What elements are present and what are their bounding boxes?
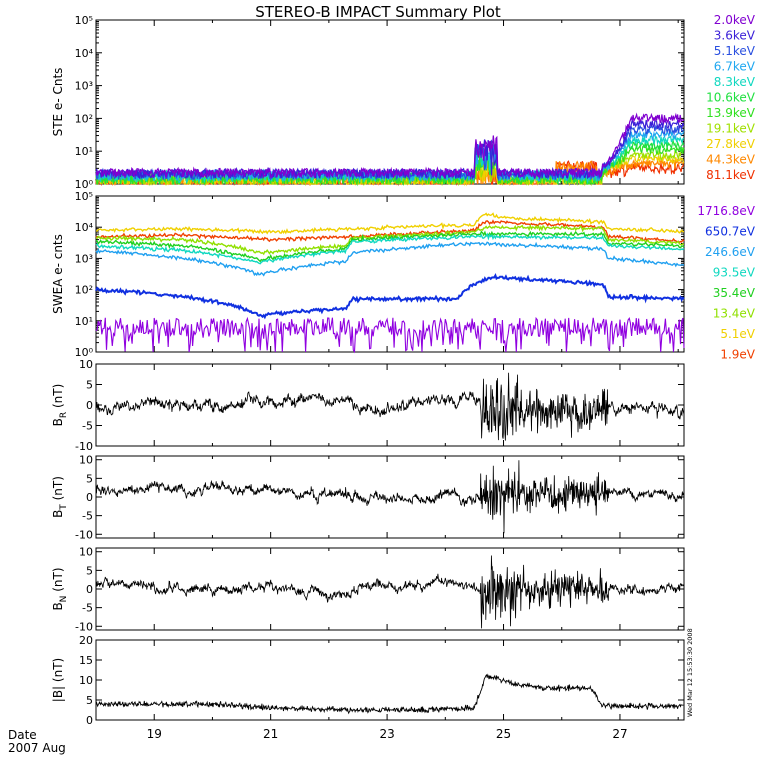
legend-entry: 13.4eV	[713, 307, 756, 321]
y-tick-label: 0	[86, 491, 93, 504]
swea-series-line	[95, 272, 685, 320]
swea-series-line	[95, 219, 685, 244]
y-tick-label: -10	[75, 440, 93, 453]
y-tick-label: 20	[79, 634, 93, 647]
ste-series-line	[95, 112, 685, 180]
legend-entry: 1.9eV	[720, 348, 755, 362]
legend-entry: 81.1keV	[706, 168, 756, 182]
y-tick-label: 5	[86, 472, 93, 485]
legend-entry: 19.1keV	[706, 122, 756, 136]
y-tick-label: 10⁰	[75, 178, 94, 191]
y-tick-label: 10	[79, 546, 93, 559]
panel-frame	[95, 195, 685, 353]
y-tick-label: 0	[86, 583, 93, 596]
y-tick-label: -5	[82, 510, 93, 523]
y-tick-label: 10⁵	[75, 14, 93, 27]
y-axis-label: BT (nT)	[51, 476, 69, 518]
y-tick-label: 5	[86, 564, 93, 577]
x-tick-label: 21	[263, 727, 278, 741]
date-label: Date	[8, 728, 37, 742]
field-line	[95, 460, 685, 534]
y-tick-label: 5	[86, 694, 93, 707]
y-tick-label: 10¹	[75, 315, 93, 328]
x-tick-label: 23	[379, 727, 394, 741]
legend-entry: 27.8keV	[706, 137, 756, 151]
field-line	[95, 372, 685, 441]
legend-entry: 6.7keV	[714, 60, 756, 74]
y-tick-label: 15	[79, 654, 93, 667]
y-tick-label: 10⁰	[75, 346, 94, 359]
y-axis-label: STE e- Cnts	[51, 68, 65, 137]
month-label: 2007 Aug	[8, 741, 66, 755]
swea-series-line	[95, 232, 685, 265]
x-tick-label: 19	[147, 727, 162, 741]
x-tick-label: 27	[612, 727, 627, 741]
y-tick-label: 10	[79, 454, 93, 467]
y-tick-label: 10⁵	[75, 190, 93, 203]
legend-entry: 35.4eV	[713, 286, 756, 300]
y-tick-label: -10	[75, 528, 93, 541]
swea-series-line	[95, 316, 685, 354]
y-tick-label: 10²	[75, 284, 93, 297]
field-line	[95, 555, 685, 629]
timestamp-label: Wed Mar 12 15:53:30 2008	[686, 628, 694, 717]
ste-series-line	[95, 118, 685, 180]
y-tick-label: 10	[79, 358, 93, 371]
legend-entry: 246.6eV	[705, 245, 756, 259]
y-tick-label: 10²	[75, 112, 93, 125]
y-tick-label: 10¹	[75, 145, 93, 158]
y-axis-label: BN (nT)	[51, 567, 69, 610]
legend-entry: 44.3keV	[706, 153, 756, 167]
legend-entry: 13.9keV	[706, 106, 756, 120]
y-tick-label: 0	[86, 714, 93, 727]
legend-entry: 5.1eV	[720, 327, 755, 341]
x-tick-label: 25	[496, 727, 511, 741]
y-tick-label: 10³	[75, 252, 93, 265]
field-magnitude-line	[95, 673, 684, 715]
panel-frame	[95, 19, 685, 185]
y-tick-label: -5	[82, 420, 93, 433]
legend-entry: 2.0keV	[714, 13, 756, 27]
swea-series-line	[95, 230, 685, 263]
y-tick-label: 10⁴	[75, 221, 94, 234]
legend-entry: 5.1keV	[714, 44, 756, 58]
y-tick-label: 10³	[75, 80, 93, 93]
panel-frame	[95, 639, 685, 721]
y-axis-label: BR (nT)	[51, 384, 69, 427]
plot-title: STEREO-B IMPACT Summary Plot	[255, 3, 501, 21]
y-axis-label: |B| (nT)	[51, 658, 65, 702]
y-tick-label: -10	[75, 620, 93, 633]
y-tick-label: 0	[86, 399, 93, 412]
y-axis-label: SWEA e- cnts	[51, 234, 65, 314]
legend-entry: 1716.8eV	[697, 204, 755, 218]
legend-entry: 10.6keV	[706, 91, 756, 105]
y-tick-label: -5	[82, 602, 93, 615]
legend-entry: 8.3keV	[714, 75, 756, 89]
legend-entry: 3.6keV	[714, 29, 756, 43]
y-tick-label: 10	[79, 674, 93, 687]
y-tick-label: 10⁴	[75, 47, 94, 60]
swea-series-line	[96, 212, 685, 235]
legend-entry: 93.5eV	[713, 266, 756, 280]
swea-series-line	[95, 241, 685, 277]
y-tick-label: 5	[86, 379, 93, 392]
legend-entry: 650.7eV	[705, 225, 756, 239]
